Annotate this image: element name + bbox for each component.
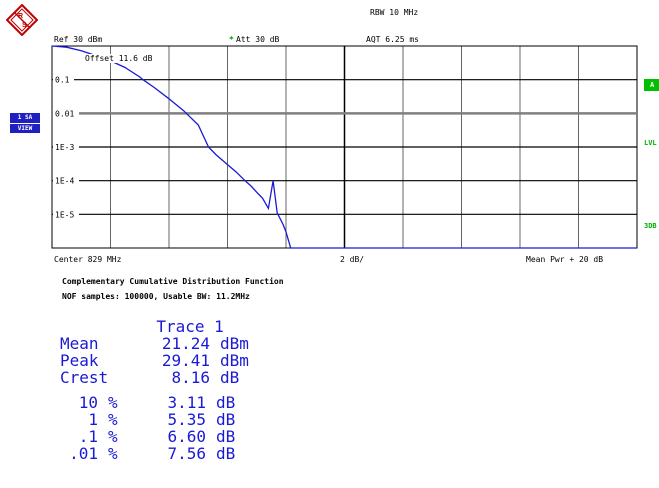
percent-value: 5.35: [167, 410, 206, 429]
y-tick-bg: [53, 176, 79, 185]
y-tick-bg: [53, 75, 74, 84]
stat-unit: dBm: [220, 334, 249, 353]
stat-value: 21.24: [161, 334, 210, 353]
offset-label: Offset 11.6 dB: [85, 54, 153, 63]
percent-value: 3.11: [167, 393, 206, 412]
att-label: Att 30 dB: [236, 35, 280, 44]
center-freq-label: Center 829 MHz: [54, 255, 122, 264]
percent-row: 1% 5.35 dB: [60, 411, 249, 428]
ref-level-label: Ref 30 dBm: [54, 35, 103, 44]
mean-pwr-label: Mean Pwr + 20 dB: [526, 255, 604, 264]
percent-sign: %: [108, 393, 118, 412]
stat-label: Mean: [60, 334, 99, 353]
percent-row: .01% 7.56 dB: [60, 445, 249, 462]
percent-label: .01: [69, 444, 98, 463]
ccdf-title: Complementary Cumulative Distribution Fu…: [62, 277, 284, 286]
rs-logo: R S: [6, 4, 38, 36]
view-tag[interactable]: VIEW: [10, 124, 40, 133]
stat-value: 8.16: [171, 368, 210, 387]
percent-row: .1% 6.60 dB: [60, 428, 249, 445]
ccdf-plot: 0.1 0.01 1E-3 1E-4 1E-5: [51, 45, 638, 249]
x-scale-label: 2 dB/: [340, 255, 365, 264]
svg-text:S: S: [22, 22, 27, 29]
percent-unit: dB: [216, 427, 236, 446]
stat-unit: dB: [220, 368, 240, 387]
att-mark: *: [229, 35, 234, 44]
a-tag[interactable]: A: [644, 79, 659, 91]
aqt-label: AQT 6.25 ms: [366, 35, 419, 44]
percent-sign: %: [108, 427, 118, 446]
lvl-tag: LVL: [644, 139, 657, 147]
y-tick-label: 1E-4: [55, 177, 74, 186]
stat-value: 29.41: [161, 351, 210, 370]
percent-value: 6.60: [167, 427, 206, 446]
y-tick-bg: [53, 143, 79, 151]
y-tick-label: 0.1: [55, 76, 70, 85]
percent-label: 1: [88, 410, 98, 429]
stat-row-mean: Mean 21.24 dBm: [60, 335, 249, 352]
3db-tag: 3DB: [644, 222, 657, 230]
percent-label: 10: [78, 393, 98, 412]
stat-row-peak: Peak 29.41 dBm: [60, 352, 249, 369]
stat-row-crest: Crest 8.16 dB: [60, 369, 249, 386]
stat-label: Peak: [60, 351, 99, 370]
stat-unit: dBm: [220, 351, 249, 370]
percent-label: .1: [78, 427, 98, 446]
y-tick-labels: 0.1 0.01 1E-3 1E-4 1E-5: [53, 75, 79, 219]
y-tick-bg: [53, 210, 79, 219]
percent-sign: %: [108, 444, 118, 463]
sa-tag[interactable]: 1 SA: [10, 113, 40, 123]
samples-info: NOF samples: 100000, Usable BW: 11.2MHz: [62, 292, 250, 301]
percent-unit: dB: [216, 410, 236, 429]
y-tick-bg: [53, 109, 79, 118]
rbw-label: RBW 10 MHz: [370, 8, 419, 17]
y-tick-label: 1E-5: [55, 210, 74, 219]
percent-value: 7.56: [167, 444, 206, 463]
stat-label: Crest: [60, 368, 109, 387]
y-tick-label: 0.01: [55, 109, 74, 118]
svg-text:R: R: [18, 13, 23, 20]
y-tick-label: 1E-3: [55, 143, 74, 152]
trace-statistics: Trace 1 Mean 21.24 dBm Peak 29.41 dBm Crest 8.1…: [60, 318, 249, 462]
percent-unit: dB: [216, 393, 236, 412]
trace-heading: Trace 1: [156, 317, 224, 336]
trace-1-line: [51, 45, 637, 249]
percent-row: 10% 3.11 dB: [60, 394, 249, 411]
percent-unit: dB: [216, 444, 236, 463]
percent-sign: %: [108, 410, 118, 429]
